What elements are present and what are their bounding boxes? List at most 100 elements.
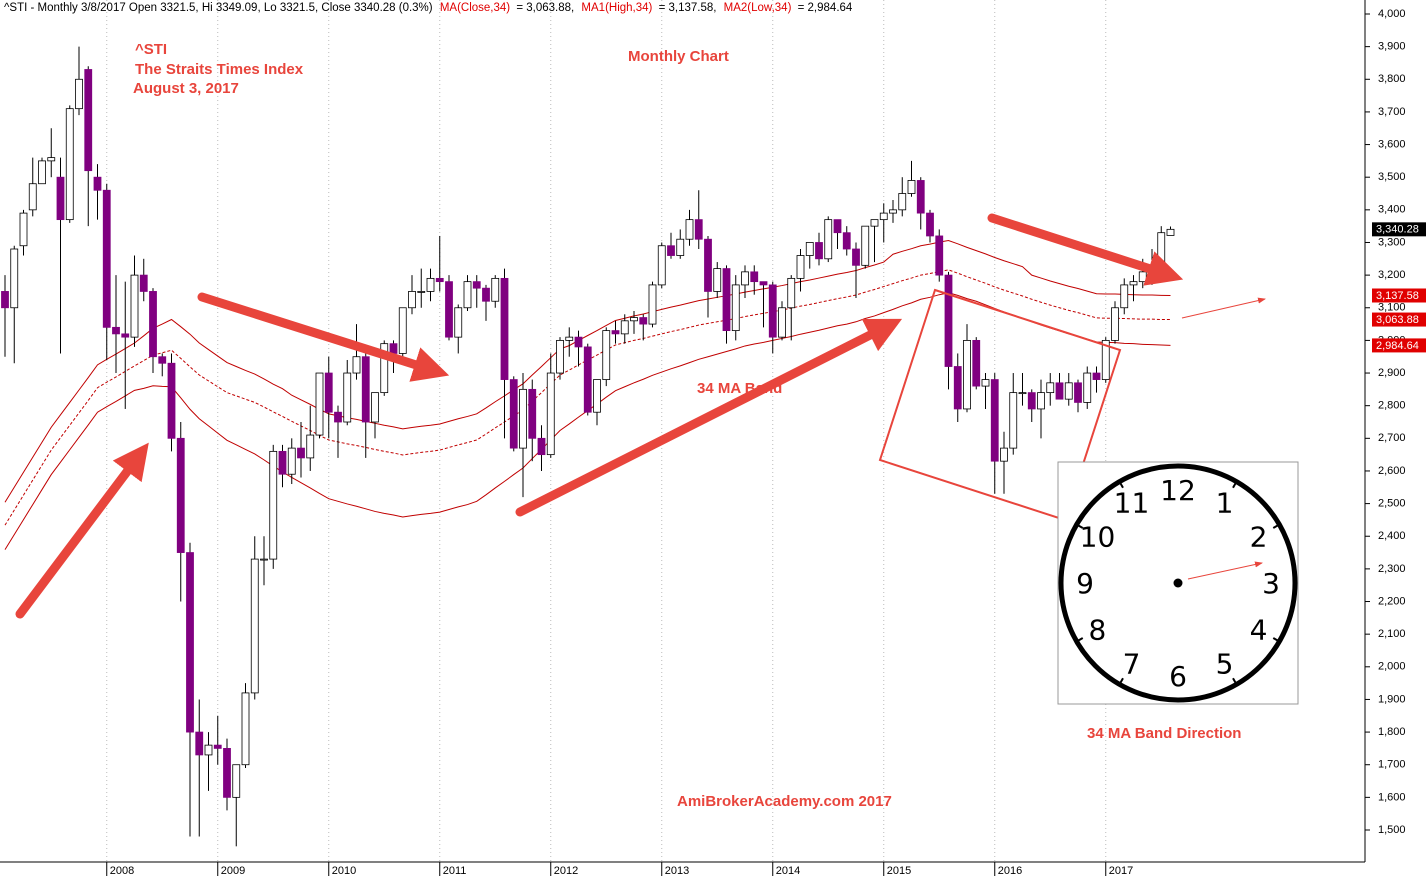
price-tag <box>1372 288 1426 303</box>
annotation: ^STI <box>135 41 167 58</box>
candle-body <box>500 277 509 380</box>
candle-body <box>130 274 139 338</box>
price-tag-label: 3,063.88 <box>1376 314 1419 326</box>
header: ^STI - Monthly 3/8/2017 Open 3321.5, Hi … <box>4 2 853 14</box>
candle-body <box>1064 382 1073 400</box>
clock-number: 12 <box>1160 474 1196 507</box>
price-tag <box>1372 312 1426 327</box>
header-value: = 3,137.58, <box>659 2 717 14</box>
candle-body <box>879 212 888 221</box>
price-tags: 3,340.28 3,063.88 3,137.58 2,984.64 <box>1372 222 1426 353</box>
y-tick-label: 1,700 <box>1378 759 1406 771</box>
candle-body <box>306 434 315 459</box>
candle-body <box>176 437 185 553</box>
candle-body <box>389 343 398 354</box>
candle-body <box>167 362 176 439</box>
candle-body <box>824 219 833 260</box>
candle-body <box>528 388 537 439</box>
y-tick-label: 2,700 <box>1378 432 1406 444</box>
candle-body <box>1138 271 1147 283</box>
arrow <box>15 442 149 619</box>
candle-body <box>519 388 527 449</box>
candle-body <box>731 284 740 332</box>
arrow <box>987 213 1184 286</box>
candle-body <box>343 372 352 423</box>
x-tick-label: 2017 <box>1109 865 1133 877</box>
candle-body <box>768 284 777 338</box>
candle-body <box>426 277 435 292</box>
y-tick-label: 3,900 <box>1378 41 1406 53</box>
candle-body <box>657 245 666 286</box>
candle-body <box>1027 392 1036 410</box>
clock-tick <box>1077 524 1084 529</box>
candle-body <box>482 287 490 302</box>
candle-body <box>796 255 805 279</box>
clock-number: 10 <box>1080 521 1116 554</box>
candle-body <box>380 343 389 394</box>
clock-number: 9 <box>1076 567 1094 600</box>
candle-body <box>1009 392 1018 449</box>
candle-body <box>972 339 981 387</box>
candle-body <box>1092 372 1101 380</box>
x-tick-label: 2008 <box>110 865 134 877</box>
x-tick-label: 2013 <box>665 865 689 877</box>
header-ma: MA2(Low,34) <box>724 2 792 14</box>
clock-number: 7 <box>1123 648 1141 681</box>
clock-tick <box>1272 524 1279 529</box>
annotation: Monthly Chart <box>628 48 729 65</box>
axis-labels: 1,500 1,600 1,700 1,800 1,900 2,000 2,100 2,200… <box>106 8 1406 877</box>
arrow <box>197 292 450 382</box>
y-tick-label: 2,800 <box>1378 400 1406 412</box>
candle-body <box>1 291 9 309</box>
candle-body <box>889 209 897 214</box>
candle-body <box>417 291 426 293</box>
candle-body <box>750 271 759 283</box>
candle-body <box>1157 232 1166 266</box>
direction-arrow <box>1181 297 1266 319</box>
candle-body <box>722 268 731 332</box>
candle-body <box>648 284 657 325</box>
candle-body <box>352 356 361 374</box>
candle-body <box>454 307 463 338</box>
candle-body <box>1111 307 1119 341</box>
candle-body <box>195 731 204 756</box>
clock-tick <box>1119 677 1124 684</box>
candle-body <box>435 277 444 283</box>
candle-body <box>759 281 768 286</box>
candle-body <box>84 69 93 172</box>
candle-body <box>741 271 749 286</box>
clock-number: 1 <box>1216 486 1234 519</box>
candle-body <box>361 356 370 423</box>
candle-body <box>75 78 83 110</box>
candles <box>1 46 1175 847</box>
arrow <box>515 318 903 517</box>
ma-line <box>4 240 1171 503</box>
annotation: AmiBrokerAcademy.com 2017 <box>677 793 892 810</box>
candle-body <box>898 193 907 211</box>
y-tick-label: 2,300 <box>1378 563 1406 575</box>
candle-body <box>602 330 611 380</box>
candle-body <box>509 379 518 449</box>
candle-body <box>815 242 823 260</box>
y-tick-label: 2,600 <box>1378 465 1406 477</box>
candle-body <box>546 372 555 456</box>
y-tick-label: 2,400 <box>1378 530 1406 542</box>
y-tick-label: 3,600 <box>1378 138 1406 150</box>
candle-body <box>713 268 722 292</box>
x-tick-label: 2012 <box>554 865 578 877</box>
header-ma: MA1(High,34) <box>581 2 652 14</box>
candle-body <box>232 764 241 798</box>
candle-body <box>260 558 268 561</box>
candle-body <box>213 744 222 749</box>
clock-tick <box>1232 677 1237 684</box>
candle-body <box>28 183 37 211</box>
y-tick-label: 1,500 <box>1378 824 1406 836</box>
candle-body <box>667 245 675 256</box>
candle-body <box>944 274 953 367</box>
x-tick-label: 2014 <box>776 865 800 877</box>
candle-body <box>139 274 148 292</box>
candle-body <box>47 157 56 162</box>
price-tag <box>1372 338 1426 353</box>
candle-body <box>916 180 925 214</box>
